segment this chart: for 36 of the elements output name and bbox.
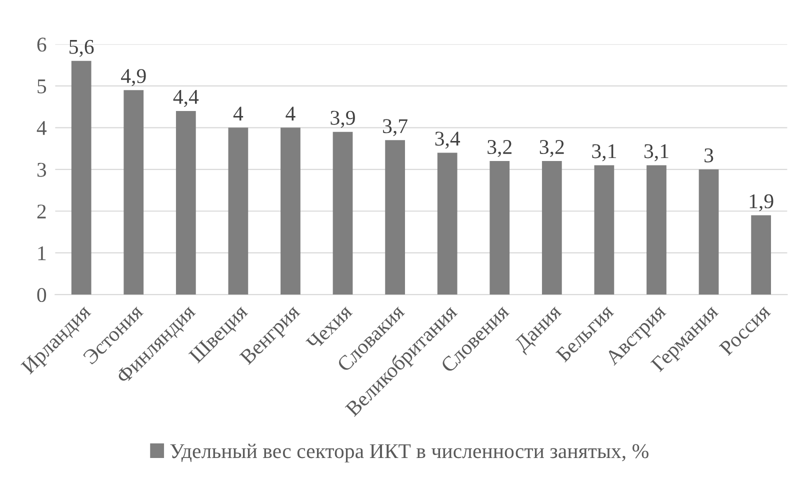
- bar: [385, 140, 405, 295]
- y-tick-label: 6: [37, 38, 46, 52]
- legend-label: Удельный вес сектора ИКТ в численности занятых, %: [170, 444, 648, 462]
- data-label: 3,2: [488, 140, 512, 158]
- y-tick-label: 3: [37, 162, 46, 177]
- y-tick-label: 0: [37, 288, 46, 302]
- bar: [332, 132, 353, 295]
- bar: [228, 128, 248, 295]
- data-label: 3,7: [383, 119, 408, 136]
- data-label: 4: [233, 106, 244, 120]
- data-label: 3: [704, 148, 714, 162]
- data-label: 3,9: [330, 110, 355, 128]
- bar: [437, 152, 458, 295]
- data-label: 4,4: [173, 90, 199, 107]
- bar: [124, 90, 144, 295]
- data-label: 3,1: [644, 144, 668, 162]
- bar: [698, 169, 719, 295]
- bar: [751, 215, 771, 295]
- data-label: 3,4: [435, 132, 460, 149]
- bar: [176, 110, 196, 295]
- bar: [71, 60, 92, 295]
- data-label: 4,9: [121, 69, 146, 86]
- data-label: 4: [286, 106, 296, 120]
- y-tick-label: 2: [37, 204, 46, 218]
- data-label: 3,1: [592, 144, 616, 162]
- data-label: 5,6: [70, 40, 94, 57]
- bar: [280, 128, 300, 295]
- bar: [646, 165, 666, 295]
- data-label: 1,9: [750, 194, 774, 212]
- data-label: 3,2: [540, 140, 564, 158]
- bar: [542, 161, 562, 295]
- bar: [594, 165, 614, 295]
- y-tick-label: 5: [38, 80, 46, 94]
- bar: [490, 161, 510, 295]
- y-tick-label: 1: [38, 246, 46, 260]
- y-tick-label: 4: [36, 121, 47, 135]
